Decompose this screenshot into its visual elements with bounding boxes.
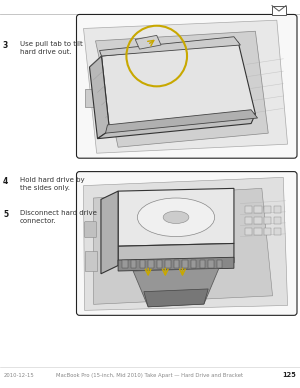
Bar (264, 217, 272, 224)
Polygon shape (118, 244, 234, 265)
Text: 4: 4 (3, 177, 8, 185)
Bar (208, 260, 214, 268)
FancyBboxPatch shape (76, 14, 297, 158)
Ellipse shape (137, 198, 214, 237)
Bar (85, 89, 97, 107)
Polygon shape (101, 42, 255, 130)
Polygon shape (98, 114, 255, 139)
Bar (174, 260, 179, 268)
Ellipse shape (163, 211, 189, 223)
Text: 125: 125 (282, 372, 296, 378)
Text: Hold hard drive by
the sides only.: Hold hard drive by the sides only. (20, 177, 84, 191)
Bar (182, 260, 188, 268)
Text: Use pull tab to tilt
hard drive out.: Use pull tab to tilt hard drive out. (20, 41, 82, 55)
Bar (157, 260, 162, 268)
Polygon shape (135, 35, 161, 49)
Bar (140, 260, 145, 268)
Polygon shape (89, 56, 110, 139)
Bar (191, 260, 196, 268)
Bar (274, 217, 281, 224)
Bar (254, 206, 262, 213)
Bar (245, 217, 252, 224)
Text: 3: 3 (3, 41, 8, 50)
Bar (264, 228, 272, 235)
Bar (131, 260, 136, 268)
Bar (264, 206, 272, 213)
Text: 2010-12-15: 2010-12-15 (4, 373, 35, 378)
Polygon shape (83, 20, 288, 153)
Bar (274, 228, 281, 235)
Bar (200, 260, 205, 268)
Polygon shape (95, 31, 268, 147)
Bar (122, 260, 128, 268)
Bar (245, 228, 252, 235)
Bar (165, 260, 171, 268)
Polygon shape (106, 110, 257, 133)
FancyBboxPatch shape (85, 222, 97, 237)
Text: Disconnect hard drive
connector.: Disconnect hard drive connector. (20, 210, 96, 224)
Polygon shape (100, 37, 240, 56)
Polygon shape (101, 191, 118, 274)
Polygon shape (133, 268, 219, 307)
Text: MacBook Pro (15-inch, Mid 2010) Take Apart — Hard Drive and Bracket: MacBook Pro (15-inch, Mid 2010) Take Apa… (56, 373, 244, 378)
Polygon shape (144, 289, 208, 307)
Text: 5: 5 (3, 210, 8, 218)
FancyBboxPatch shape (76, 171, 297, 315)
Polygon shape (118, 257, 234, 271)
Bar (272, 5, 286, 15)
Polygon shape (118, 189, 234, 246)
Polygon shape (83, 177, 288, 310)
Polygon shape (94, 189, 273, 304)
Bar (85, 251, 97, 271)
Bar (274, 206, 281, 213)
Bar (217, 260, 222, 268)
Bar (245, 206, 252, 213)
Bar (254, 217, 262, 224)
Bar (148, 260, 154, 268)
Bar (254, 228, 262, 235)
